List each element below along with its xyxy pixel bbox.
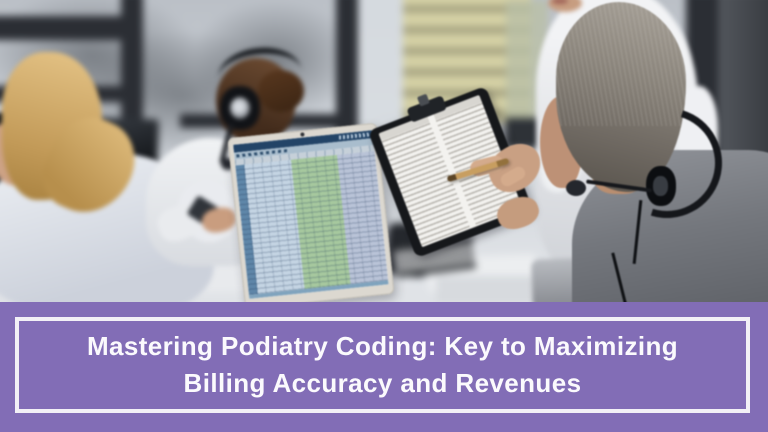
desk-right-front (436, 276, 536, 304)
supervisor-headset-earcup-inner (653, 176, 668, 196)
window-frame-bar (0, 16, 130, 40)
supervisor-hair (556, 2, 686, 126)
standing-colleague-lips (552, 0, 568, 4)
supervisor-head (556, 2, 686, 192)
coder-hair-bun (258, 70, 304, 112)
page-title-line-2: Billing Accuracy and Revenues (183, 368, 582, 398)
window-frame-bar (121, 0, 143, 150)
spreadsheet-grid (235, 151, 389, 295)
spreadsheet-monitor (227, 122, 395, 310)
supervisor-headset-mic (566, 180, 586, 196)
headset-earcup-inner (230, 97, 250, 119)
page-title-line-1: Mastering Podiatry Coding: Key to Maximi… (86, 331, 679, 361)
spreadsheet-screen (233, 130, 389, 299)
title-banner: Mastering Podiatry Coding: Key to Maximi… (0, 302, 768, 432)
title-border-frame: Mastering Podiatry Coding: Key to Maximi… (15, 317, 750, 413)
webcam-dot (300, 132, 305, 137)
